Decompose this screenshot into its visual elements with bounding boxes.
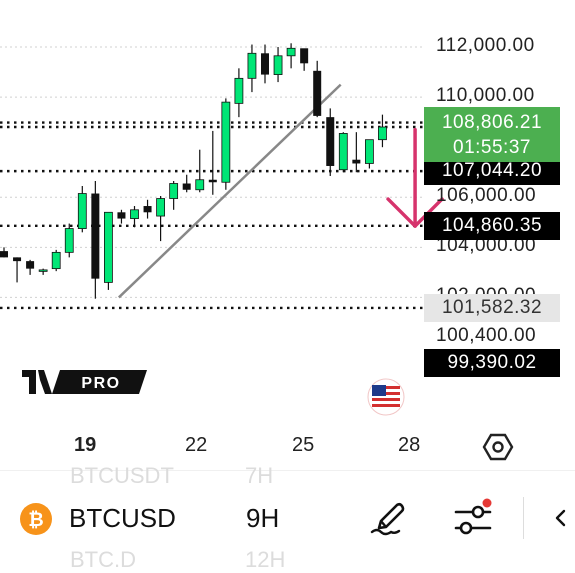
price-axis-label-partial: 100,400.00 xyxy=(436,325,537,347)
symbol-picker-prev-symbol: BTCUSDT xyxy=(70,463,174,488)
chart-area[interactable]: 112,000.00 106,000.00 104,000.00 110,000.00… xyxy=(0,0,575,470)
price-level-marker: 104,860.35 xyxy=(424,211,560,240)
candle-body-14 xyxy=(182,183,191,190)
candle-body-25 xyxy=(326,117,335,166)
tv-logo-mark xyxy=(22,370,52,394)
candle-body-8 xyxy=(104,211,113,283)
candle-body-4 xyxy=(51,251,61,270)
candle-body-24 xyxy=(313,70,322,116)
candle-body-20 xyxy=(261,53,269,75)
interval-picker-next-interval: 12H xyxy=(245,547,286,572)
x-tick-19: 19 xyxy=(74,434,97,456)
candle-body-13 xyxy=(169,183,179,199)
candle-body-0 xyxy=(0,251,8,258)
chart-settings-icon[interactable] xyxy=(482,433,514,461)
candle-body-21 xyxy=(273,55,283,75)
price-axis-label: 106,000.00 xyxy=(436,185,537,207)
candle-body-9 xyxy=(117,212,126,219)
candle-body-11 xyxy=(143,206,152,213)
tradingview-logo[interactable]: PRO xyxy=(22,370,147,394)
price-axis-label: 104,000.00 xyxy=(436,235,537,257)
trendline xyxy=(117,83,342,299)
us-flag-icon[interactable] xyxy=(367,378,405,416)
candle-body-2 xyxy=(26,261,35,269)
interval-picker[interactable]: 9H xyxy=(246,503,280,533)
candle-body-7 xyxy=(91,193,100,279)
pro-badge-shape xyxy=(52,370,147,394)
arrow-head xyxy=(386,197,444,228)
candle-body-26 xyxy=(338,133,348,171)
x-tick-22: 22 xyxy=(185,434,208,456)
candle-body-5 xyxy=(64,228,74,253)
candle-countdown: 01:55:37 xyxy=(453,137,531,158)
interval-picker-prev-interval: 7H xyxy=(245,463,274,488)
candle-body-22 xyxy=(286,47,296,57)
price-level-marker: 101,582.32 xyxy=(424,293,560,322)
symbol-picker-next-symbol: BTC.D xyxy=(70,547,136,572)
price-level-marker: 99,390.02 xyxy=(424,348,560,377)
candle-body-27 xyxy=(352,159,361,164)
pro-badge-text: PRO xyxy=(81,375,120,392)
indicators-settings-icon[interactable] xyxy=(450,498,496,538)
candle-body-6 xyxy=(77,193,87,229)
candle-body-28 xyxy=(364,139,374,164)
notification-dot xyxy=(482,498,492,508)
symbol-picker[interactable]: BTCUSD xyxy=(69,503,176,533)
price-axis-label: 112,000.00 xyxy=(436,35,535,57)
candle-body-29 xyxy=(378,126,387,141)
candle-body-12 xyxy=(156,198,166,217)
candle-body-18 xyxy=(234,77,244,104)
x-tick-25: 25 xyxy=(292,434,315,456)
last-price-value: 108,806.21 xyxy=(441,112,543,133)
candle-body-15 xyxy=(195,179,205,191)
drawing-tools-icon[interactable] xyxy=(369,498,409,538)
svg-text:₿: ₿ xyxy=(28,510,43,531)
candle-body-10 xyxy=(130,209,139,219)
bitcoin-icon[interactable]: ₿ xyxy=(20,503,52,535)
toolbar-divider xyxy=(523,497,524,539)
candle-body-16 xyxy=(208,179,217,183)
candle-body-3 xyxy=(38,269,48,272)
candle-body-23 xyxy=(300,48,309,64)
candlestick-chart[interactable] xyxy=(0,0,575,470)
price-axis-label-partial: 110,000.00 xyxy=(436,85,535,107)
x-tick-28: 28 xyxy=(398,434,421,456)
candle-body-17 xyxy=(221,101,231,183)
candle-body-19 xyxy=(247,52,257,79)
candle-body-1 xyxy=(13,257,22,262)
last-price-marker: 108,806.21 01:55:37 xyxy=(424,107,560,162)
chevron-left-icon[interactable] xyxy=(552,506,572,530)
